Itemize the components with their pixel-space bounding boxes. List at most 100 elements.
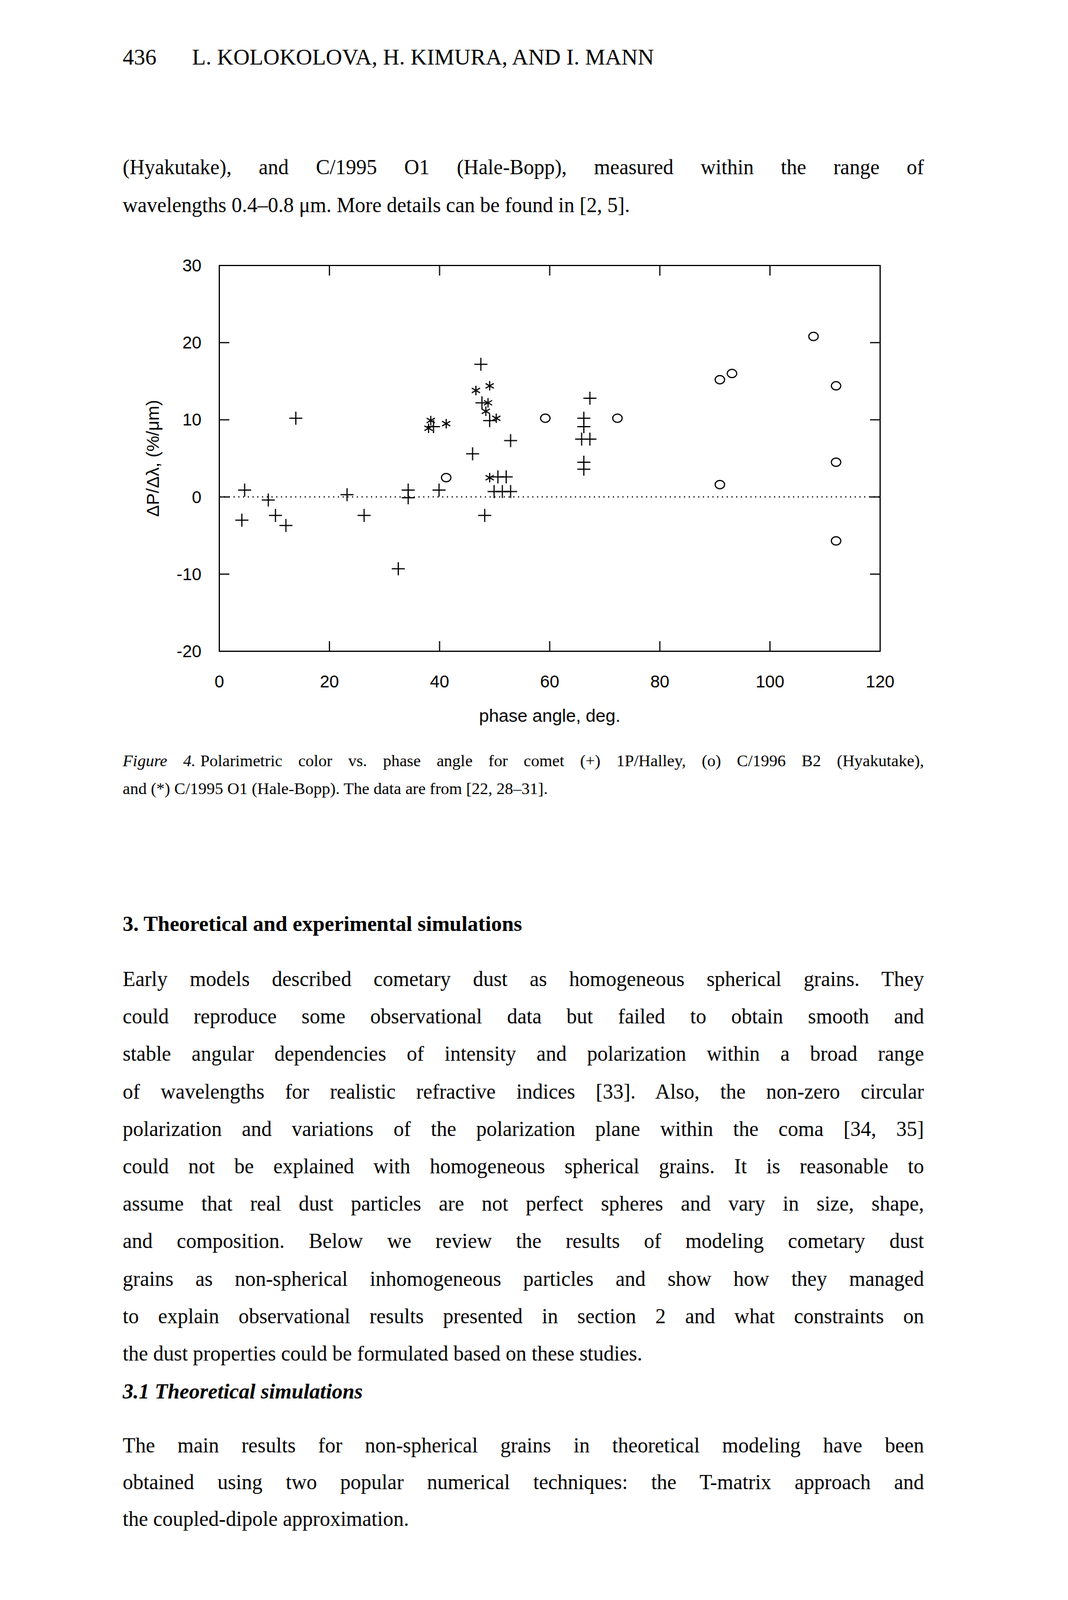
caption-text: Polarimetric color vs. phase angle for c…	[200, 751, 924, 770]
body-line: of wavelengths for realistic refractive …	[122, 1081, 924, 1103]
body-line: assume that real dust particles are not …	[122, 1193, 924, 1215]
point-plus	[432, 483, 446, 497]
x-tick	[659, 641, 661, 652]
point-circle	[540, 414, 551, 423]
y-tick-label: -10	[176, 564, 202, 584]
zero-line	[219, 496, 881, 498]
body-line: to explain observational results present…	[122, 1306, 924, 1327]
point-plus	[504, 434, 518, 448]
y-tick	[219, 573, 230, 575]
point-plus	[235, 513, 249, 527]
caption-line: Figure 4.Polarimetric color vs. phase an…	[122, 752, 924, 770]
point-plus	[499, 470, 513, 484]
x-tick-label: 40	[430, 672, 450, 692]
body-line: wavelengths 0.4–0.8 μm. More details can…	[122, 194, 631, 216]
point-asterisk	[471, 385, 481, 396]
x-tick-label: 120	[865, 672, 895, 692]
x-tick-top	[879, 265, 881, 276]
point-asterisk	[442, 419, 451, 429]
point-plus	[269, 509, 283, 523]
x-tick-top	[218, 265, 220, 276]
y-axis-label: ΔP/Δλ, (%/μm)	[142, 400, 163, 517]
point-circle	[727, 369, 737, 378]
running-head: L. KOLOKOLOVA, H. KIMURA, AND I. MANN	[192, 45, 654, 69]
caption-text: and (*) C/1995 O1 (Hale-Bopp). The data …	[122, 779, 548, 798]
subsection-heading: 3.1 Theoretical simulations	[122, 1380, 363, 1403]
body-line: The main results for non-spherical grain…	[122, 1435, 924, 1457]
y-tick-label: 30	[182, 256, 202, 276]
x-tick-top	[769, 265, 771, 276]
point-circle	[715, 480, 725, 489]
body-line: Early models described cometary dust as …	[122, 969, 924, 990]
point-asterisk	[485, 472, 494, 483]
point-plus	[401, 491, 415, 505]
point-circle	[831, 536, 842, 546]
point-plus	[465, 447, 479, 461]
point-plus	[583, 391, 597, 405]
x-tick	[879, 641, 881, 652]
x-tick-top	[439, 265, 441, 276]
y-tick-label: 0	[192, 487, 202, 507]
y-tick-right	[870, 573, 881, 575]
point-circle	[612, 414, 623, 423]
page: { "page": { "header": {"page_number": "4…	[0, 0, 1068, 1600]
point-plus	[577, 462, 591, 476]
x-tick	[328, 641, 331, 652]
body-line: and composition. Below we review the res…	[122, 1230, 924, 1252]
y-tick-label: 10	[182, 410, 202, 430]
x-tick-top	[328, 265, 331, 276]
point-plus	[289, 411, 303, 425]
body-line: obtained using two popular numerical tec…	[122, 1472, 924, 1493]
point-plus	[478, 509, 492, 523]
y-tick-label: 20	[182, 333, 202, 353]
y-tick	[219, 264, 230, 267]
body-line: could not be explained with homogeneous …	[122, 1156, 924, 1178]
body-line: the dust properties could be formulated …	[122, 1343, 643, 1365]
point-asterisk	[481, 406, 491, 417]
point-circle	[831, 381, 842, 390]
point-asterisk	[491, 413, 501, 424]
x-tick	[218, 641, 220, 652]
x-tick-label: 80	[650, 672, 670, 692]
point-circle	[809, 332, 819, 341]
body-line: (Hyakutake), and C/1995 O1 (Hale-Bopp), …	[122, 157, 924, 178]
body-line: polarization and variations of the polar…	[122, 1118, 924, 1140]
x-tick-label: 20	[320, 672, 340, 692]
y-tick-label: -20	[176, 641, 202, 661]
x-axis-label: phase angle, deg.	[478, 705, 621, 726]
point-circle	[831, 458, 842, 467]
body-line: stable angular dependencies of intensity…	[122, 1043, 924, 1065]
x-tick-label: 60	[539, 672, 559, 692]
x-tick	[769, 641, 771, 652]
x-tick	[439, 641, 441, 652]
point-plus	[238, 483, 252, 497]
point-plus	[583, 432, 597, 446]
caption-line: and (*) C/1995 O1 (Hale-Bopp). The data …	[122, 780, 548, 798]
point-asterisk	[484, 398, 493, 408]
x-tick-top	[659, 265, 661, 276]
x-tick-label: 100	[755, 672, 785, 692]
point-asterisk	[424, 423, 433, 434]
section-heading: 3. Theoretical and experimental simulati…	[122, 913, 523, 935]
point-plus	[391, 562, 405, 576]
y-tick-right	[870, 419, 881, 421]
point-plus	[504, 484, 518, 498]
x-tick	[549, 641, 551, 652]
point-asterisk	[485, 381, 494, 391]
y-tick	[219, 650, 230, 652]
point-plus	[483, 414, 497, 428]
y-tick-right	[870, 341, 881, 344]
point-plus	[474, 357, 488, 372]
body-line: the coupled-dipole approximation.	[122, 1508, 409, 1530]
y-tick-right	[870, 650, 881, 652]
chart: 0 20 40 60 80 100 120 -20 -10 0 10 20 30 phase angle,…	[0, 0, 1068, 747]
body-line: grains as non-spherical inhomogeneous pa…	[122, 1268, 924, 1290]
page-number: 436	[122, 45, 157, 69]
x-tick-label: 0	[214, 672, 225, 692]
point-circle	[441, 473, 452, 482]
y-tick	[219, 341, 230, 344]
plot-frame	[219, 265, 881, 652]
caption-label: Figure 4.	[122, 751, 196, 770]
point-plus	[357, 509, 371, 523]
point-plus	[261, 493, 276, 507]
